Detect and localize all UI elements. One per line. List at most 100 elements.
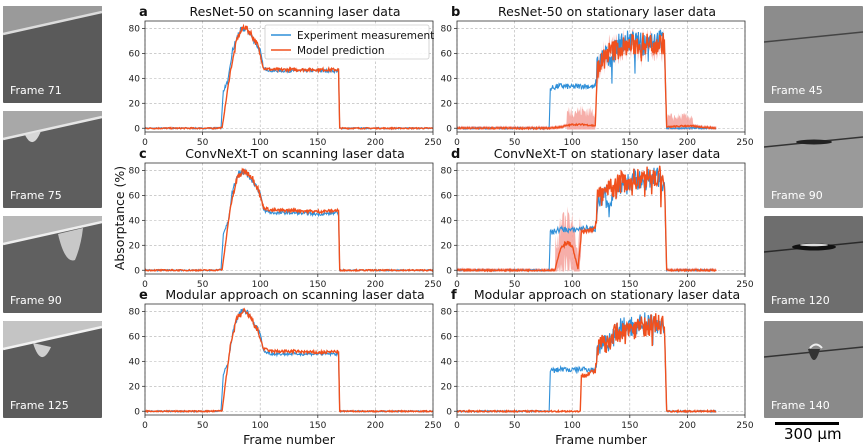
- y-axis-label: Absorptance (%): [112, 166, 127, 270]
- axes-frame: [456, 303, 746, 416]
- panel-title: ConvNeXt-T on stationary laser data: [494, 146, 721, 161]
- chart-panel-a: 0 50 100 150 200 250 0 20 40 60 80 a ResNet-50 on sc…: [129, 4, 442, 148]
- chart-panel-d: 0 50 100 150 200 250 0 20 40 60 80 d ConvNeXt-T on s…: [441, 146, 754, 290]
- panel-letter: b: [451, 5, 460, 20]
- x-tick-label: 0: [142, 280, 148, 290]
- frame-label: Frame 71: [10, 84, 62, 97]
- frame-label: Frame 75: [10, 189, 62, 202]
- stationary-frame-120: Frame 120: [764, 216, 863, 313]
- x-tick-label: 150: [309, 280, 326, 290]
- series-line-measurement: [456, 167, 717, 273]
- panel-letter: d: [451, 147, 460, 162]
- x-tick-label: 200: [367, 421, 384, 431]
- x-tick-label: 0: [454, 138, 460, 148]
- panel-title: ResNet-50 on scanning laser data: [190, 4, 401, 19]
- scale-bar: [775, 422, 839, 425]
- stationary-frame-140: Frame 140: [764, 321, 863, 418]
- y-tick-label: 80: [129, 166, 141, 176]
- frame-label: Frame 90: [771, 189, 823, 202]
- y-tick-label: 0: [446, 124, 452, 134]
- x-tick-label: 150: [621, 138, 638, 148]
- x-tick-label: 0: [142, 421, 148, 431]
- scanning-frame-71: Frame 71: [3, 6, 102, 103]
- y-tick-label: 40: [129, 357, 141, 367]
- x-tick-label: 250: [736, 138, 753, 148]
- series-line-measurement: [456, 312, 717, 414]
- x-tick-label: 200: [679, 421, 696, 431]
- axes-frame: [456, 162, 746, 275]
- scanning-frame-75: Frame 75: [3, 111, 102, 208]
- x-tick-label: 50: [197, 138, 209, 148]
- x-tick-label: 0: [454, 280, 460, 290]
- y-tick-label: 20: [129, 382, 141, 392]
- x-tick-label: 250: [424, 421, 441, 431]
- y-tick-label: 40: [441, 357, 453, 367]
- panel-letter: f: [451, 288, 457, 303]
- x-tick-label: 50: [509, 421, 521, 431]
- panel-letter: a: [139, 5, 148, 20]
- chart-panel-e: 0 50 100 150 200 250 0 20 40 60 80 e Modular approac…: [129, 287, 442, 447]
- y-tick-label: 80: [441, 307, 453, 317]
- frame-label: Frame 120: [771, 294, 830, 307]
- stationary-frame-45: Frame 45: [764, 6, 863, 103]
- x-tick-label: 0: [142, 138, 148, 148]
- x-tick-label: 100: [252, 138, 269, 148]
- x-axis-label: Frame number: [243, 432, 336, 447]
- y-tick-label: 60: [441, 191, 453, 201]
- axes-frame: [144, 162, 434, 275]
- y-tick-label: 20: [441, 382, 453, 392]
- frame-label: Frame 140: [771, 399, 830, 412]
- y-tick-label: 40: [441, 216, 453, 226]
- y-tick-label: 0: [134, 266, 140, 276]
- x-tick-label: 200: [367, 280, 384, 290]
- y-tick-label: 0: [446, 266, 452, 276]
- series-line-measurement: [144, 308, 434, 413]
- panel-title: Modular approach on scanning laser data: [165, 287, 424, 302]
- scale-bar-label: 300 μm: [784, 425, 842, 443]
- chart-panel-c: 0 50 100 150 200 250 0 20 40 60 80 c ConvNeXt-T on s…: [129, 146, 442, 290]
- y-tick-label: 0: [134, 124, 140, 134]
- x-tick-label: 150: [309, 138, 326, 148]
- y-tick-label: 20: [441, 241, 453, 251]
- y-tick-label: 60: [441, 332, 453, 342]
- x-axis-label: Frame number: [555, 432, 648, 447]
- axes-frame: [456, 20, 746, 133]
- panel-letter: c: [139, 147, 147, 162]
- x-tick-label: 150: [309, 421, 326, 431]
- chart-panel-f: 0 50 100 150 200 250 0 20 40 60 80 f Modular approac…: [441, 287, 754, 447]
- x-tick-label: 100: [252, 280, 269, 290]
- y-tick-label: 80: [441, 24, 453, 34]
- series-line-prediction: [144, 307, 434, 414]
- legend-entry: Experiment measurement: [297, 30, 434, 42]
- x-tick-label: 50: [197, 280, 209, 290]
- micrograph-image: [764, 6, 863, 103]
- x-tick-label: 100: [564, 138, 581, 148]
- micrograph-image: [3, 216, 102, 313]
- y-tick-label: 60: [129, 49, 141, 59]
- x-tick-label: 150: [621, 280, 638, 290]
- x-tick-label: 100: [252, 421, 269, 431]
- y-tick-label: 20: [129, 99, 141, 109]
- micrograph-image: [764, 321, 863, 418]
- y-tick-label: 40: [129, 74, 141, 84]
- y-tick-label: 60: [129, 332, 141, 342]
- x-tick-label: 100: [564, 280, 581, 290]
- panel-letter: e: [139, 288, 148, 303]
- x-tick-label: 200: [679, 138, 696, 148]
- x-tick-label: 150: [621, 421, 638, 431]
- micrograph-image: [764, 111, 863, 208]
- legend-box: [264, 24, 430, 60]
- series-line-prediction: [456, 32, 717, 131]
- prediction-uncertainty-band: [457, 28, 717, 130]
- y-tick-label: 80: [441, 166, 453, 176]
- stationary-frame-90: Frame 90: [764, 111, 863, 208]
- x-tick-label: 250: [736, 280, 753, 290]
- series-line-prediction: [144, 167, 434, 273]
- x-tick-label: 200: [679, 280, 696, 290]
- series-line-prediction: [144, 23, 434, 131]
- series-line-prediction: [456, 165, 717, 273]
- x-tick-label: 50: [509, 280, 521, 290]
- y-tick-label: 20: [441, 99, 453, 109]
- x-tick-label: 50: [197, 421, 209, 431]
